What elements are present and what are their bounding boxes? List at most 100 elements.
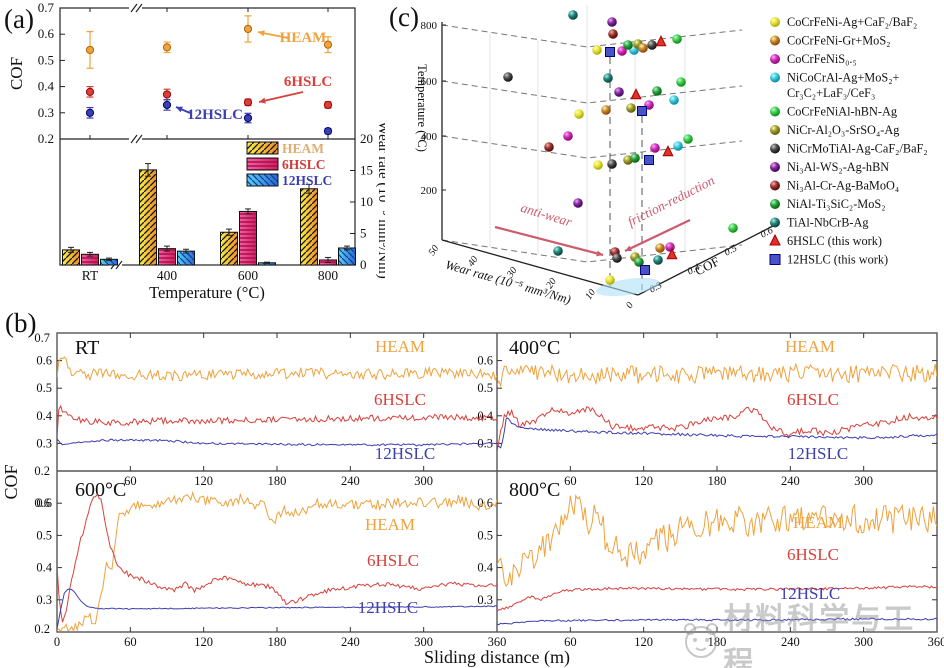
tick-label: 15 xyxy=(360,163,373,178)
cof-point xyxy=(323,40,333,49)
bar xyxy=(139,169,157,266)
point-triangle xyxy=(630,88,642,100)
point-square xyxy=(644,155,654,165)
point-square xyxy=(605,47,615,57)
axis-label-sliding-distance: Sliding distance (m) xyxy=(424,647,570,668)
point-sphere xyxy=(617,46,627,56)
line xyxy=(130,3,138,13)
level-plane xyxy=(441,80,743,104)
arrow-head xyxy=(259,97,266,104)
tick-label: 0.6 xyxy=(36,354,52,368)
point-sphere xyxy=(593,160,603,170)
point-sphere xyxy=(672,34,682,44)
point-sphere xyxy=(669,95,679,105)
bar-legend-label: 12HSLC xyxy=(282,173,332,188)
point-sphere xyxy=(770,217,780,228)
tick-label: 0.6 xyxy=(34,496,50,510)
line xyxy=(130,134,138,144)
arrow xyxy=(258,91,304,103)
axis-label-temperature: Temperature (°C) xyxy=(415,64,429,152)
axis-label-temperature: Temperature (°C) xyxy=(149,283,265,302)
tick-label: 0.6 xyxy=(477,496,493,510)
cof-curve-600°C-HEAM xyxy=(57,490,497,632)
arrow xyxy=(494,225,604,257)
cof-point xyxy=(162,43,172,52)
panel-a-label: (a) xyxy=(4,4,34,34)
tick-label: 0.6 xyxy=(36,496,52,510)
tick-label: 180 xyxy=(268,635,287,649)
line xyxy=(115,260,123,270)
point-sphere xyxy=(770,106,780,117)
tick-label: 0.6 xyxy=(38,26,55,41)
point-sphere xyxy=(665,242,675,252)
point-sphere xyxy=(770,35,780,46)
tick-label: 120 xyxy=(634,635,653,649)
cof-series-12HSLC xyxy=(85,99,333,136)
point-sphere xyxy=(676,77,686,87)
tick-label: 0.4 xyxy=(477,561,493,575)
point-triangle xyxy=(769,233,781,246)
cof-axis xyxy=(637,223,778,296)
tick-label: 0.3 xyxy=(477,593,493,607)
point-sphere xyxy=(568,10,578,20)
cof-curve-600°C-12HSLC xyxy=(57,588,497,629)
point-sphere xyxy=(603,73,613,83)
bar-legend-item: 12HSLC xyxy=(246,173,332,188)
point-sphere xyxy=(673,141,683,151)
arrow-head xyxy=(176,106,183,113)
point-square xyxy=(640,265,650,275)
series-label-12HSLC: 12HSLC xyxy=(780,584,840,603)
cof-point xyxy=(323,100,333,110)
point-sphere xyxy=(653,255,663,265)
tick-label: 50 xyxy=(427,243,442,258)
tick-label: 0 xyxy=(54,635,60,649)
tick-label: 0.3 xyxy=(36,593,52,607)
tick-label: 120 xyxy=(194,635,213,649)
panel-c-legend: CoCrFeNi-Ag+CaF₂/BaF₂ CoCrFeNi-Gr+MoS₂ CoC… xyxy=(769,15,928,267)
tick-label: 60 xyxy=(124,474,137,488)
tick-label: 0.5 xyxy=(477,381,493,395)
arrow-head xyxy=(625,245,632,252)
tick-label: 120 xyxy=(634,474,653,488)
cof-point xyxy=(85,108,95,117)
point-sphere xyxy=(770,54,780,64)
point-sphere xyxy=(503,72,513,82)
tick-label: 0.5 xyxy=(723,243,739,258)
cof-curve-800°C-HEAM xyxy=(497,493,937,588)
point-sphere xyxy=(652,86,662,96)
point-sphere xyxy=(544,142,554,152)
x-tick-label: 600 xyxy=(238,268,259,283)
arrow xyxy=(624,219,691,252)
tick-label: 60 xyxy=(124,635,137,649)
bar-legend-label: 6HSLC xyxy=(282,157,326,172)
tick-label: 120 xyxy=(194,474,213,488)
tick-label: 0.4 xyxy=(36,561,52,575)
point-sphere xyxy=(563,131,573,141)
subplot-title: RT xyxy=(75,337,99,359)
annotation-friction-reduction: friction-reduction xyxy=(625,173,717,230)
cof-curve-RT-6HSLC xyxy=(57,404,497,438)
tick-label: 0.4 xyxy=(36,409,52,423)
panel-c-label: (c) xyxy=(389,2,419,32)
tick-label: 0.5 xyxy=(36,528,52,542)
tick-label: 0.7 xyxy=(34,332,50,345)
point-sphere xyxy=(728,223,738,233)
tick-label: 0.7 xyxy=(38,0,55,15)
legend-label: NiCrMoTiAl-Ag-CaF₂/BaF₂ xyxy=(787,142,928,156)
cof-curve-400°C-HEAM xyxy=(497,362,937,388)
legend-label: CoCrFeNiS₀.₅ xyxy=(787,52,857,66)
point-sphere xyxy=(608,29,618,39)
cof-series-6HSLC xyxy=(85,85,333,110)
arrow-head xyxy=(258,30,265,37)
point-sphere xyxy=(573,198,583,208)
tick-label: 0 xyxy=(624,300,636,310)
bar xyxy=(338,247,356,266)
annotation-anti-wear: anti-wear xyxy=(519,200,574,230)
legend-label: CoCrFeNi-Gr+MoS₂ xyxy=(787,34,890,48)
cof-curve-400°C-6HSLC xyxy=(497,406,937,452)
point-sphere xyxy=(770,72,780,83)
point-sphere xyxy=(626,103,636,113)
tick-label: 0.5 xyxy=(36,381,52,395)
tick-label: 180 xyxy=(708,474,727,488)
point-sphere xyxy=(607,17,617,27)
